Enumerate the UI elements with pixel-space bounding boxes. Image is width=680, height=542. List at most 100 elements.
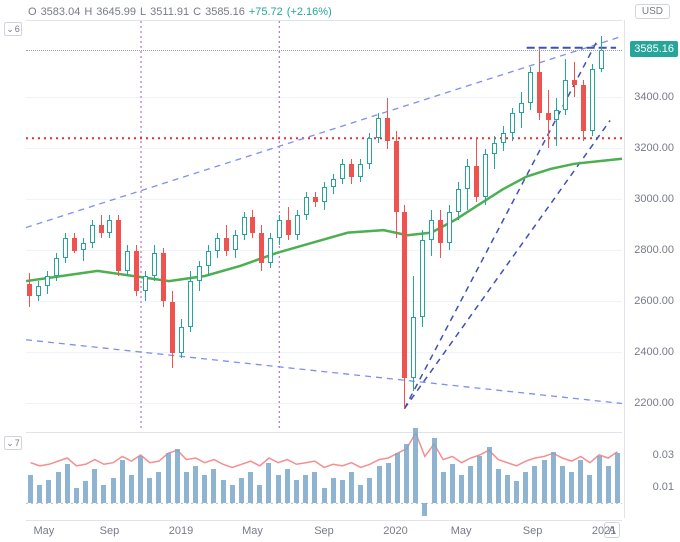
indicator-bar [542,460,547,504]
indicator-bar [230,485,235,504]
indicator-bar [120,460,125,504]
currency-badge[interactable]: USD [635,4,670,19]
indicator-bar [193,466,198,504]
attribution-badge[interactable]: A [604,522,620,538]
open-label: O [28,6,37,18]
chevron-down-icon: ⌄ [6,438,14,449]
y-tick: 3000.00 [634,193,674,205]
indicator-bar [459,475,464,503]
y-tick: 3200.00 [634,142,674,154]
indicator-bar [477,456,482,503]
x-tick: 2019 [169,525,193,537]
indicator-bar [221,480,226,503]
x-tick: May [242,525,263,537]
collapse-main-panel-button[interactable]: ⌄ 6 [4,22,22,36]
indicator-bar [101,485,106,504]
x-tick: Sep [523,525,543,537]
indicator-bar [28,475,33,503]
indicator-bar [65,464,70,503]
sub-indicator-panel[interactable] [26,432,622,518]
indicator-bar [56,472,61,503]
indicator-bar [111,478,116,503]
indicator-bar [615,453,620,503]
indicator-bar [294,480,299,503]
y-tick: 2200.00 [634,397,674,409]
indicator-bar [74,488,79,504]
attribution-label: A [609,525,616,536]
low-label: L [140,6,146,18]
ohlc-readout: O 3583.04 H 3645.99 L 3511.91 C 3585.16 … [28,6,332,18]
change-value: +75.72 [249,6,283,18]
close-label: C [193,6,201,18]
indicator-bar [441,472,446,503]
x-tick: May [33,525,54,537]
indicator-bar [597,456,602,503]
indicator-bar [587,475,592,503]
low-value: 3511.91 [150,6,189,18]
indicator-bar [496,469,501,503]
x-tick: Sep [314,525,334,537]
indicator-bar [367,478,372,503]
indicator-bar [239,478,244,503]
indicator-bar [175,449,180,504]
indicator-bar [276,475,281,503]
main-price-panel[interactable] [26,20,622,428]
indicator-bar [184,472,189,503]
indicator-bar [285,469,290,503]
y-tick: 0.03 [653,449,674,461]
indicator-bar [404,444,409,503]
indicator-bar [322,488,327,504]
indicator-bar [138,456,143,503]
y-tick: 2800.00 [634,244,674,256]
indicator-bar [450,464,455,503]
indicator-bar [358,485,363,504]
indicator-bar [422,503,427,516]
collapse-sub-panel-button[interactable]: ⌄ 7 [4,436,22,450]
high-label: H [84,6,92,18]
indicator-bar [386,463,391,504]
high-value: 3645.99 [96,6,136,18]
indicator-bar [505,475,510,503]
x-tick: 2020 [383,525,407,537]
last-price-line [26,50,622,51]
indicator-bar [523,472,528,503]
indicator-bar [257,485,262,504]
indicator-bar [92,469,97,503]
indicator-bar [156,472,161,503]
indicator-bar [578,460,583,504]
indicator-bar [211,469,216,503]
indicator-bar [606,466,611,504]
y-tick: 2400.00 [634,346,674,358]
indicator-bar [432,438,437,504]
close-value: 3585.16 [205,6,245,18]
y-axis: 2200.00 2400.00 2600.00 2800.00 3000.00 3200.… [624,20,680,518]
indicator-bar [266,463,271,504]
chevron-down-icon: ⌄ [6,24,14,35]
chart-container: O 3583.04 H 3645.99 L 3511.91 C 3585.16 … [0,0,680,542]
indicator-bar [129,475,134,503]
indicator-bar [413,428,418,503]
indicator-bar [303,475,308,503]
indicator-bar [395,453,400,503]
x-tick: Sep [100,525,120,537]
indicator-bar [166,453,171,503]
indicator-bar [46,480,51,503]
indicator-bar [312,472,317,503]
indicator-bar [487,447,492,503]
indicator-bar [349,472,354,503]
y-tick: 3400.00 [634,91,674,103]
open-value: 3583.04 [41,6,81,18]
indicator-bar [377,466,382,504]
change-pct: (+2.16%) [287,6,332,18]
x-axis: MaySep2019MaySep2020MaySep2021 [26,520,622,542]
last-price-badge: 3585.16 [630,41,678,57]
y-tick: 2600.00 [634,295,674,307]
indicator-bar [202,475,207,503]
collapse-sub-label: 7 [15,438,20,448]
indicator-bar [569,472,574,503]
indicator-bar [532,466,537,504]
collapse-main-label: 6 [15,24,20,34]
indicator-bar [560,466,565,504]
indicator-bar [248,472,253,503]
x-tick: May [451,525,472,537]
